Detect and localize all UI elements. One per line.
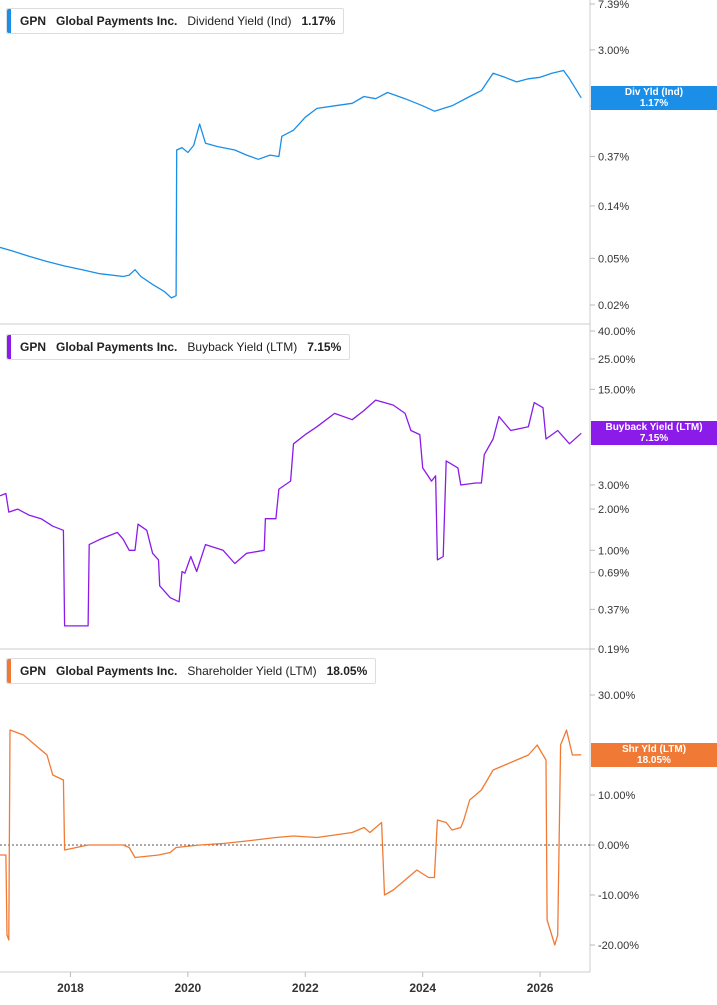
tag-label: Shr Yld (LTM) [621, 743, 687, 755]
y-tick-label: 0.14% [598, 201, 629, 213]
y-tick-label: 25.00% [598, 354, 636, 366]
y-tick-label: 0.05% [598, 253, 629, 265]
x-tick-label: 2024 [409, 981, 436, 995]
dividend-yield-swatch [7, 9, 11, 33]
shareholder-yield-legend: GPN Global Payments Inc. Shareholder Yie… [6, 658, 377, 684]
buyback-yield-value-tag: Buyback Yield (LTM) 7.15% [591, 421, 717, 446]
buyback-yield-legend: GPN Global Payments Inc. Buyback Yield (… [6, 334, 351, 360]
y-tick-label: 0.37% [598, 151, 629, 163]
y-tick-label: -20.00% [598, 940, 639, 952]
legend-value: 18.05% [326, 664, 368, 678]
y-tick-label: 0.02% [598, 300, 629, 312]
y-tick-label: 3.00% [598, 45, 629, 57]
legend-ticker: GPN [20, 664, 47, 678]
y-tick-label: 0.19% [598, 644, 629, 656]
series-line [0, 399, 582, 627]
y-tick-label: 10.00% [598, 790, 636, 802]
legend-ticker: GPN [20, 340, 47, 354]
tag-value: 18.05% [637, 754, 671, 766]
legend-company: Global Payments Inc. [56, 664, 178, 678]
y-tick-label: 3.00% [598, 480, 629, 492]
x-tick-label: 2026 [527, 981, 554, 995]
y-tick-label: 30.00% [598, 690, 636, 702]
legend-value: 7.15% [307, 340, 342, 354]
y-tick-label: 7.39% [598, 0, 629, 11]
legend-company: Global Payments Inc. [56, 14, 178, 28]
y-tick-label: 0.37% [598, 604, 629, 616]
legend-company: Global Payments Inc. [56, 340, 178, 354]
legend-metric: Shareholder Yield (LTM) [187, 664, 317, 678]
tag-value: 1.17% [639, 97, 669, 109]
y-tick-label: 2.00% [598, 504, 629, 516]
series-line [0, 729, 582, 946]
dividend-yield-value-tag: Div Yld (Ind) 1.17% [591, 85, 717, 110]
x-tick-label: 2020 [175, 981, 202, 995]
y-tick-label: 0.00% [598, 840, 629, 852]
y-tick-label: 1.00% [598, 545, 629, 557]
x-tick-label: 2018 [57, 981, 84, 995]
y-tick-label: 40.00% [598, 326, 636, 338]
shareholder-yield-swatch [7, 659, 11, 683]
series-line [0, 69, 582, 299]
tag-label: Buyback Yield (LTM) [605, 422, 703, 434]
buyback-yield-swatch [7, 335, 11, 359]
tag-label: Div Yld (Ind) [624, 86, 684, 98]
legend-metric: Buyback Yield (LTM) [187, 340, 298, 354]
tag-value: 7.15% [639, 433, 669, 445]
y-tick-label: 0.69% [598, 567, 629, 579]
shareholder-yield-value-tag: Shr Yld (LTM) 18.05% [591, 742, 717, 767]
y-tick-label: 15.00% [598, 384, 636, 396]
legend-ticker: GPN [20, 14, 47, 28]
dividend-yield-legend: GPN Global Payments Inc. Dividend Yield … [6, 8, 345, 34]
x-tick-label: 2022 [292, 981, 319, 995]
legend-value: 1.17% [301, 14, 336, 28]
legend-metric: Dividend Yield (Ind) [187, 14, 292, 28]
y-tick-label: -10.00% [598, 890, 639, 902]
